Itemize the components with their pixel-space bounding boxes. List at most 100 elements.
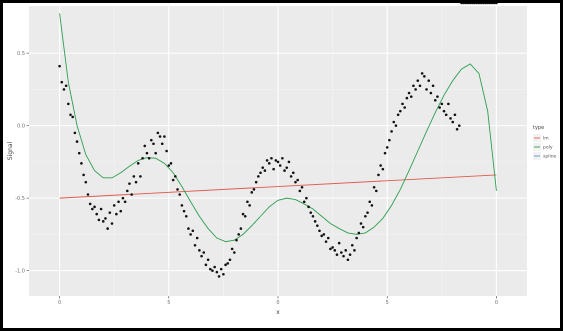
- data-point: [75, 140, 79, 143]
- data-point: [492, 3, 496, 5]
- data-point: [182, 209, 186, 213]
- data-point: [407, 91, 411, 95]
- legend-entry-spline: spline: [543, 154, 557, 160]
- data-point: [64, 84, 68, 88]
- data-point: [359, 222, 363, 225]
- data-point: [405, 96, 409, 100]
- data-point: [368, 200, 372, 204]
- data-point: [403, 106, 406, 109]
- data-point: [160, 142, 164, 146]
- data-point: [287, 160, 291, 164]
- data-point: [300, 185, 304, 189]
- data-point: [392, 120, 396, 124]
- data-point: [136, 162, 140, 165]
- data-point: [191, 229, 195, 233]
- x-axis: 0 5 0 5 0: [58, 296, 498, 306]
- data-point: [226, 262, 230, 265]
- x-tick-label: 0: [58, 300, 61, 306]
- data-point: [399, 109, 402, 113]
- data-point: [289, 175, 293, 178]
- data-point: [414, 88, 417, 91]
- data-point: [453, 113, 457, 117]
- data-point: [329, 247, 332, 251]
- data-point: [206, 258, 210, 262]
- data-point: [60, 80, 64, 84]
- data-point: [198, 249, 201, 252]
- data-point: [246, 200, 249, 204]
- data-point: [195, 236, 199, 240]
- data-point: [423, 75, 426, 78]
- data-point: [169, 162, 173, 165]
- data-point: [488, 3, 492, 5]
- data-point: [243, 214, 247, 218]
- data-point: [305, 196, 308, 200]
- data-point: [409, 95, 413, 98]
- data-point: [357, 231, 361, 235]
- data-point: [477, 3, 481, 5]
- scatter-chart: 0 5 0 5 0 -1.0 -0.5 0.0 0.5 x Signal type lm pol…: [7, 3, 557, 316]
- data-point: [117, 200, 120, 204]
- data-point: [143, 144, 147, 148]
- points-layer: [58, 3, 498, 278]
- data-point: [86, 193, 90, 196]
- data-point: [108, 211, 112, 214]
- y-tick-label: -1.0: [15, 268, 25, 274]
- data-point: [361, 225, 365, 229]
- data-point: [466, 3, 470, 5]
- data-point: [224, 263, 227, 267]
- data-point: [158, 135, 162, 138]
- data-point: [433, 98, 437, 102]
- data-point: [139, 175, 142, 178]
- data-point: [267, 162, 271, 165]
- data-point: [460, 3, 463, 5]
- data-point: [62, 88, 66, 91]
- data-point: [418, 84, 422, 88]
- y-tick-label: -0.5: [15, 196, 25, 202]
- data-point: [462, 3, 465, 5]
- data-point: [257, 175, 260, 178]
- data-point: [291, 171, 295, 175]
- data-point: [204, 263, 208, 267]
- data-point: [381, 167, 385, 171]
- x-tick-label: 5: [386, 300, 389, 306]
- x-axis-label: x: [276, 309, 280, 316]
- data-point: [396, 113, 400, 117]
- data-point: [401, 102, 404, 106]
- data-point: [342, 254, 345, 258]
- data-point: [88, 202, 92, 206]
- data-point: [123, 200, 127, 204]
- data-point: [431, 84, 435, 88]
- data-point: [176, 188, 179, 191]
- data-point: [215, 270, 219, 274]
- data-point: [296, 178, 299, 182]
- data-point: [73, 131, 77, 135]
- data-point: [449, 117, 452, 120]
- data-point: [208, 267, 212, 271]
- y-axis: -1.0 -0.5 0.0 0.5: [15, 51, 29, 274]
- data-point: [311, 214, 315, 218]
- data-point: [200, 254, 203, 258]
- data-point: [259, 171, 262, 175]
- data-point: [479, 3, 483, 5]
- data-point: [254, 180, 258, 184]
- data-point: [425, 88, 428, 91]
- data-point: [331, 246, 334, 249]
- data-point: [394, 124, 398, 127]
- data-point: [202, 251, 206, 254]
- data-point: [71, 115, 74, 119]
- data-point: [337, 241, 341, 245]
- data-point: [355, 236, 358, 240]
- data-point: [285, 166, 289, 169]
- data-point: [468, 3, 472, 5]
- data-point: [353, 249, 356, 252]
- data-point: [91, 207, 94, 211]
- data-point: [110, 222, 114, 225]
- data-point: [145, 151, 149, 155]
- data-point: [69, 113, 72, 117]
- data-point: [383, 151, 387, 155]
- data-point: [252, 188, 256, 191]
- data-point: [298, 189, 302, 193]
- data-point: [447, 102, 450, 106]
- x-tick-label: 5: [167, 300, 170, 306]
- data-point: [490, 3, 494, 5]
